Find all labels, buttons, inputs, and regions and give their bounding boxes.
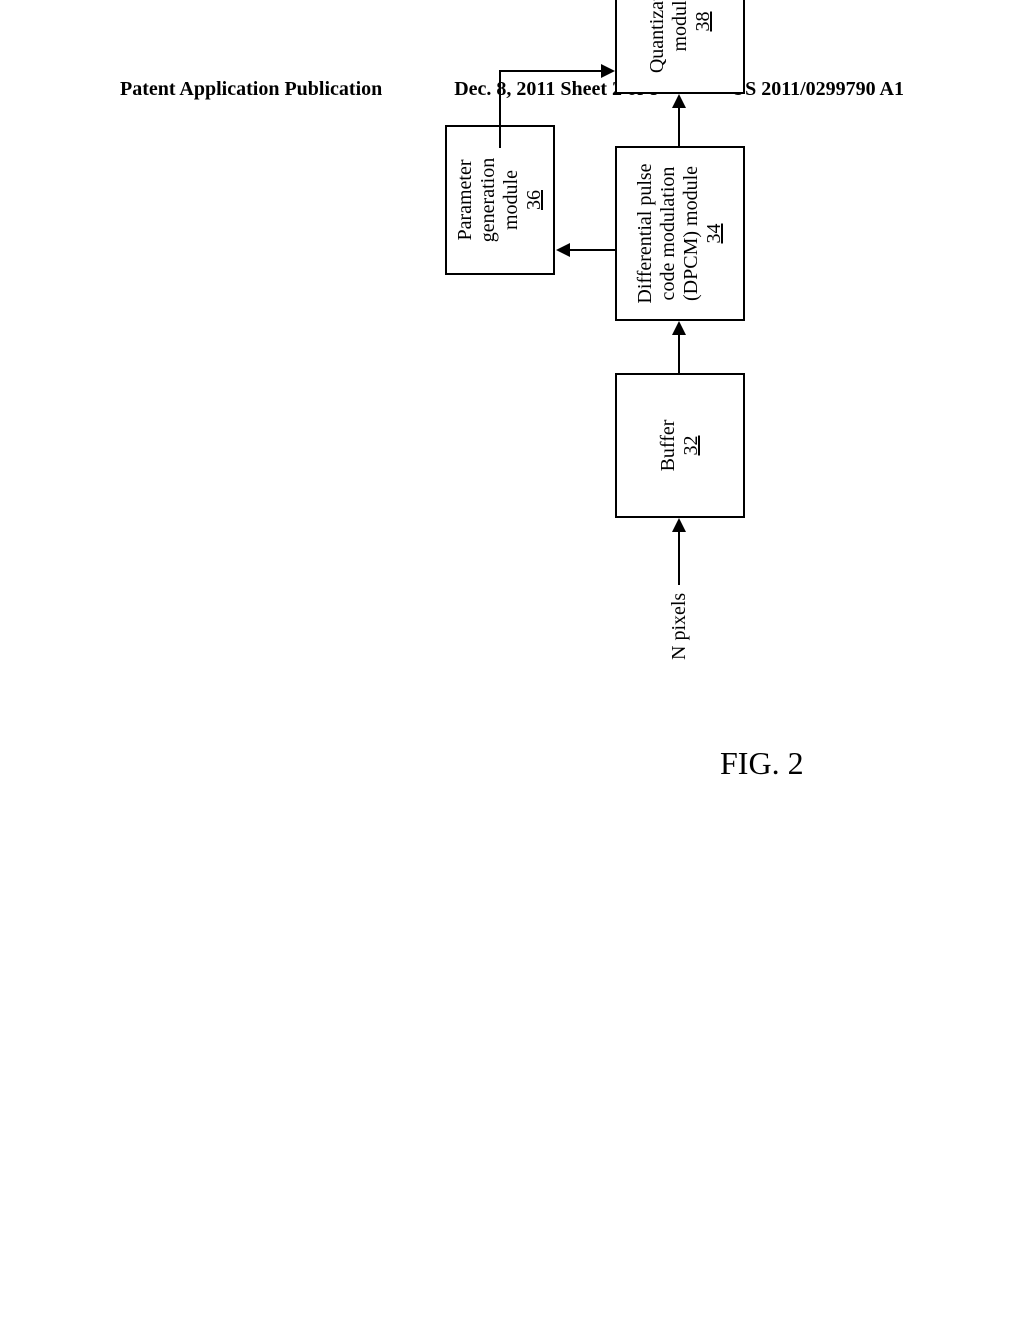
arrow-buffer-dpcm [678,333,680,373]
dpcm-ref: 34 [703,224,726,244]
arrowhead-input-buffer [672,518,686,532]
arrowhead-dpcm-quant [672,94,686,108]
dpcm-line1: Differential pulse [634,163,657,303]
header-left: Patent Application Publication [120,78,382,101]
param-line3: module [500,170,523,230]
figure-label: FIG. 2 [720,745,804,782]
diagram-container: N pixels Buffer 32 Differential pulse co… [420,0,820,580]
buffer-ref: 32 [680,436,703,456]
arrow-param-quant-v [499,70,603,72]
arrowhead-dpcm-param [556,243,570,257]
arrow-input-buffer [678,530,680,585]
param-line2: generation [477,158,500,242]
arrowhead-param-quant [601,64,615,78]
quant-line1: Quantization [646,0,669,73]
quant-ref: 38 [692,12,715,32]
dpcm-line3: (DPCM) module [680,166,703,301]
dpcm-line2: code modulation [657,167,680,301]
param-line1: Parameter [454,159,477,240]
arrowhead-buffer-dpcm [672,321,686,335]
buffer-label: Buffer [657,420,680,472]
arrow-dpcm-param [569,249,615,251]
buffer-block: Buffer 32 [615,373,745,518]
quant-block: Quantization module 38 [615,0,745,94]
param-ref: 36 [523,190,546,210]
arrow-param-quant-h [499,70,501,148]
arrow-dpcm-quant [678,106,680,146]
dpcm-block: Differential pulse code modulation (DPCM… [615,146,745,321]
input-label: N pixels [668,593,691,660]
quant-line2: module [669,0,692,52]
